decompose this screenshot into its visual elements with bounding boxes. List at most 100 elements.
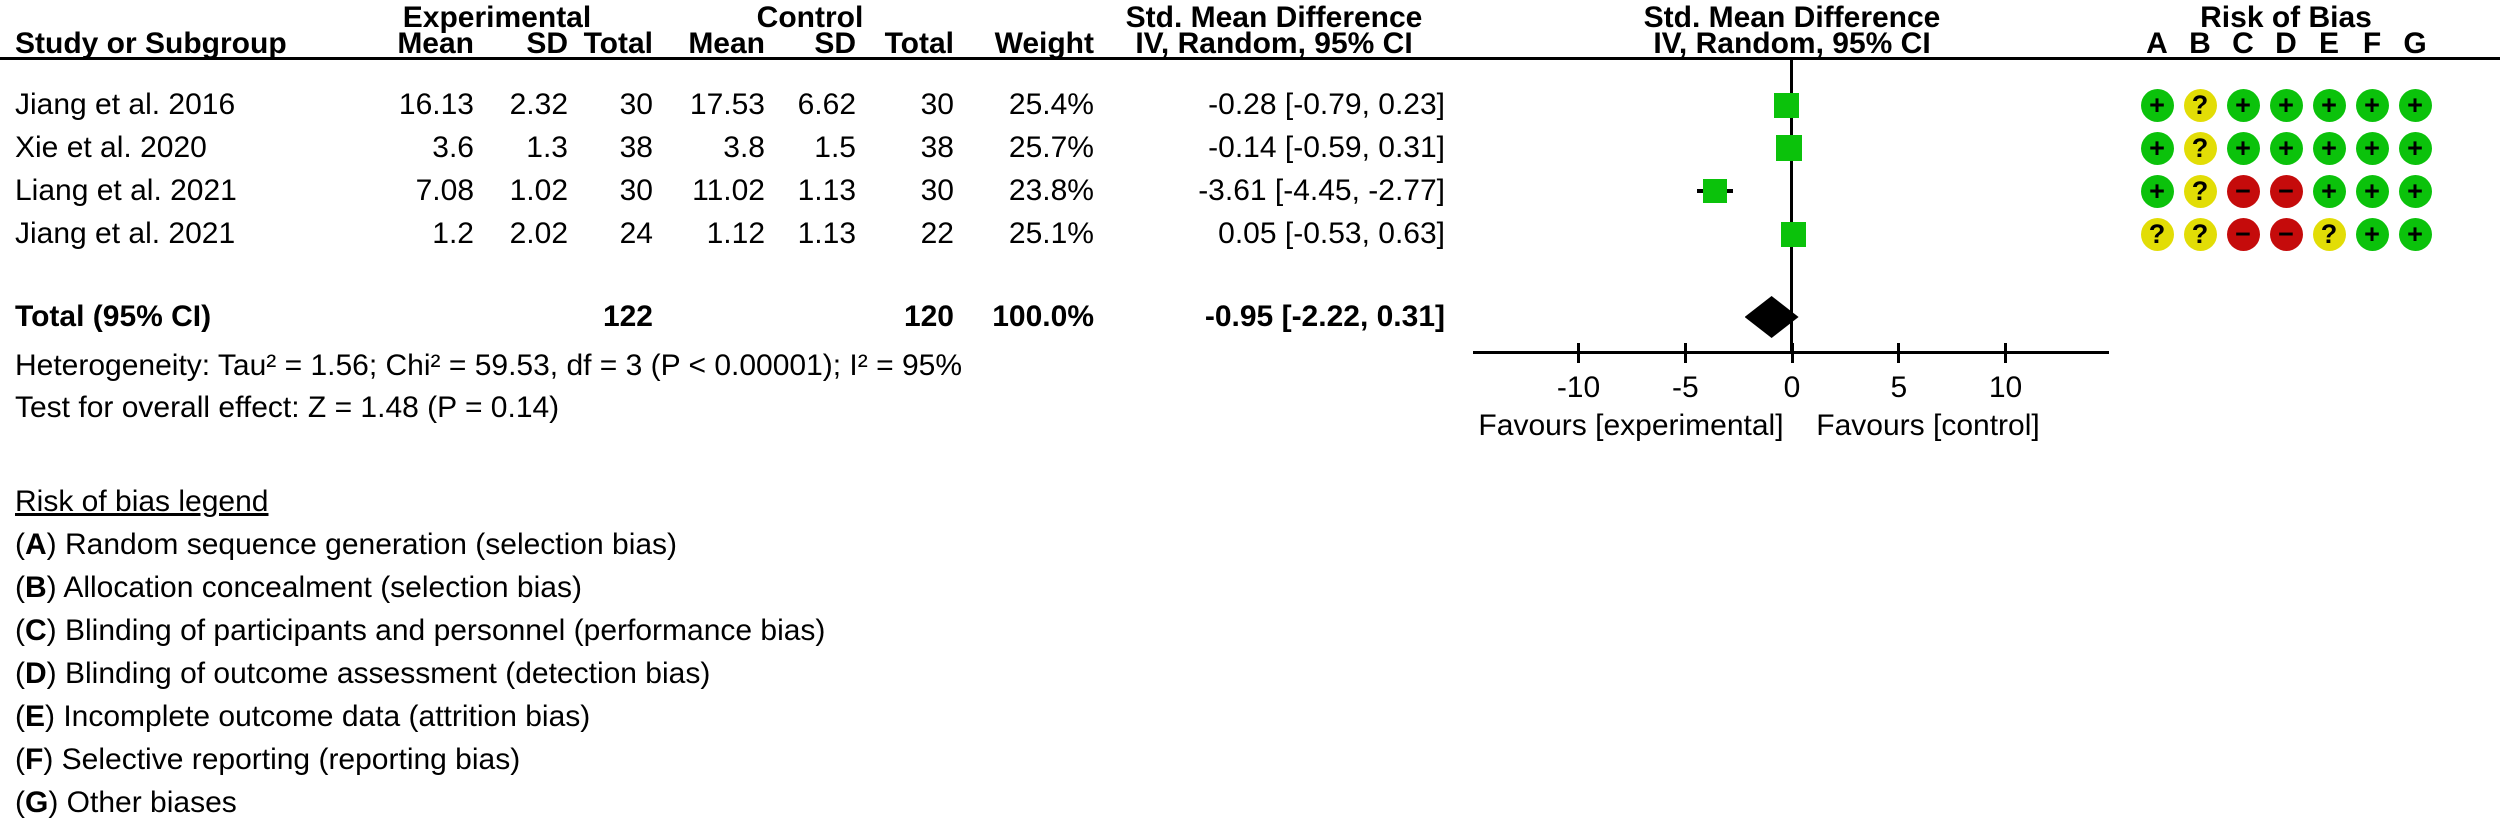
rob-circle-d: + [2269, 131, 2303, 165]
plot-column-title: Std. Mean Difference [1643, 1, 1941, 34]
total-weight: 100.0% [992, 300, 1094, 333]
favours-control-label: Favours [control] [1816, 409, 2040, 442]
rob-legend-item: (E) Incomplete outcome data (attrition b… [15, 700, 591, 733]
exp-mean: 1.2 [432, 217, 474, 250]
axis-tick-label: 0 [1783, 371, 1801, 404]
forest-square [1776, 135, 1802, 161]
rob-circle-a: + [2140, 174, 2174, 208]
exp-sd: 1.3 [526, 131, 568, 164]
axis-tick-label: -10 [1556, 371, 1601, 404]
rob-legend-title: Risk of bias legend [15, 485, 269, 518]
rob-circle-b: ? [2183, 217, 2217, 251]
weight-column-header: Weight [994, 27, 1094, 60]
forest-square [1780, 221, 1806, 247]
risk-of-bias-title: Risk of Bias [2200, 1, 2372, 34]
weight-value: 23.8% [1008, 174, 1094, 207]
total-ctrl-n: 120 [903, 300, 954, 333]
axis-tick-label: -5 [1671, 371, 1699, 404]
forest-square [1773, 92, 1799, 118]
ctrl-mean-header: Mean [688, 27, 765, 60]
exp-sd: 1.02 [509, 174, 568, 207]
smd-ci-text: -0.14 [-0.59, 0.31] [1208, 131, 1445, 164]
smd-ci-text: -3.61 [-4.45, -2.77] [1198, 174, 1445, 207]
total-ci-text: -0.95 [-2.22, 0.31] [1204, 300, 1445, 333]
rob-circle-e: + [2312, 131, 2346, 165]
exp-sd-header: SD [526, 27, 568, 60]
rob-circle-c: − [2226, 217, 2260, 251]
rob-col-header-d: D [2275, 27, 2297, 60]
exp-mean: 16.13 [398, 88, 474, 121]
study-name: Jiang et al. 2016 [15, 88, 236, 121]
axis-tick [1683, 343, 1687, 363]
axis-tick [1577, 343, 1580, 363]
ctrl-mean: 11.02 [692, 174, 765, 207]
ctrl-sd: 6.62 [797, 88, 856, 121]
total-exp-n: 122 [602, 300, 653, 333]
ctrl-total: 38 [920, 131, 954, 164]
rob-circle-f: + [2355, 131, 2389, 165]
exp-total: 30 [619, 174, 653, 207]
study-name: Jiang et al. 2021 [15, 217, 236, 250]
exp-total: 24 [619, 217, 653, 250]
axis-tick [1897, 343, 1901, 363]
rob-circle-c: − [2226, 174, 2260, 208]
ctrl-mean: 3.8 [723, 131, 765, 164]
rob-legend-item: (C) Blinding of participants and personn… [15, 614, 826, 647]
zero-effect-line [1790, 60, 1793, 353]
ctrl-total: 22 [920, 217, 954, 250]
rob-circle-e: + [2312, 88, 2346, 122]
ctrl-sd-header: SD [814, 27, 856, 60]
exp-sd: 2.02 [509, 217, 568, 250]
ctrl-total: 30 [920, 174, 954, 207]
rob-legend-item: (A) Random sequence generation (selectio… [15, 528, 678, 561]
smd-ci-text: -0.28 [-0.79, 0.23] [1208, 88, 1445, 121]
forest-square [1702, 179, 1727, 203]
axis-tick [2004, 343, 2007, 363]
study-name: Liang et al. 2021 [15, 174, 237, 207]
rob-circle-a: + [2140, 131, 2174, 165]
plot-column-subheader: IV, Random, 95% CI [1653, 27, 1931, 60]
rob-legend-item: (B) Allocation concealment (selection bi… [15, 571, 582, 604]
exp-sd: 2.32 [509, 88, 568, 121]
rob-circle-f: + [2355, 217, 2389, 251]
rob-circle-g: + [2398, 174, 2432, 208]
control-group-header: Control [756, 1, 864, 34]
rob-circle-b: ? [2183, 131, 2217, 165]
ctrl-total: 30 [920, 88, 954, 121]
rob-circle-a: + [2140, 88, 2174, 122]
smd-ci-text: 0.05 [-0.53, 0.63] [1218, 217, 1445, 250]
rob-col-header-c: C [2232, 27, 2254, 60]
rob-circle-g: + [2398, 131, 2432, 165]
exp-total: 38 [619, 131, 653, 164]
ctrl-mean: 1.12 [706, 217, 765, 250]
ctrl-sd: 1.5 [814, 131, 856, 164]
ctrl-total-header: Total [884, 27, 954, 60]
axis-tick-label: 10 [1988, 371, 2023, 404]
exp-total-header: Total [583, 27, 653, 60]
rob-circle-a: ? [2140, 217, 2174, 251]
exp-mean: 7.08 [415, 174, 474, 207]
weight-value: 25.1% [1008, 217, 1094, 250]
exp-mean: 3.6 [432, 131, 474, 164]
rob-circle-g: + [2398, 217, 2432, 251]
rob-circle-e: + [2312, 174, 2346, 208]
overall-effect-text: Test for overall effect: Z = 1.48 (P = 0… [15, 391, 560, 424]
rob-circle-e: ? [2312, 217, 2346, 251]
rob-circle-f: + [2355, 88, 2389, 122]
experimental-group-header: Experimental [402, 1, 592, 34]
rob-col-header-f: F [2362, 27, 2382, 60]
study-name: Xie et al. 2020 [15, 131, 207, 164]
rob-circle-d: − [2269, 174, 2303, 208]
rob-col-header-g: G [2403, 27, 2427, 60]
heterogeneity-text: Heterogeneity: Tau² = 1.56; Chi² = 59.53… [15, 349, 962, 382]
smd-column-title: Std. Mean Difference [1125, 1, 1423, 34]
rob-circle-f: + [2355, 174, 2389, 208]
total-row-label: Total (95% CI) [15, 300, 212, 333]
rob-circle-b: ? [2183, 88, 2217, 122]
rob-col-header-b: B [2189, 27, 2211, 60]
smd-column-subheader: IV, Random, 95% CI [1135, 27, 1413, 60]
study-column-header: Study or Subgroup [15, 27, 287, 60]
rob-circle-d: + [2269, 88, 2303, 122]
header-divider [0, 57, 2500, 60]
